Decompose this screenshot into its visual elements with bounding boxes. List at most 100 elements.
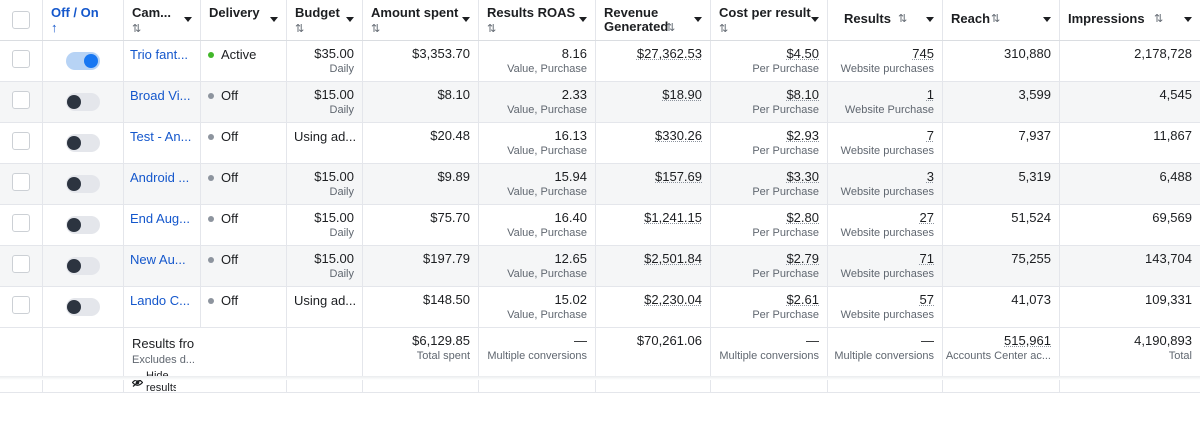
table-row[interactable]: Trio fant... Active $35.00 Daily $3,353.70 8.… xyxy=(0,41,1200,82)
row-select-cell[interactable] xyxy=(0,164,43,204)
cost-per-result-value[interactable]: $3.30 xyxy=(786,169,819,184)
chevron-down-icon[interactable] xyxy=(579,17,587,22)
table-row[interactable]: New Au... Off $15.00 Daily $197.79 12.65 Value… xyxy=(0,246,1200,287)
amount-spent-value: $20.48 xyxy=(430,128,470,143)
table-row[interactable]: Broad Vi... Off $15.00 Daily $8.10 2.33 Value,… xyxy=(0,82,1200,123)
revenue-value[interactable]: $2,230.04 xyxy=(644,292,702,307)
sort-asc-icon[interactable]: ↑ xyxy=(51,20,58,35)
sort-icon[interactable]: ⇅ xyxy=(719,23,729,35)
row-select-cell[interactable] xyxy=(0,41,43,81)
campaign-name-link[interactable]: Android ... xyxy=(130,170,190,185)
chevron-down-icon[interactable] xyxy=(462,17,470,22)
cost-per-result-value[interactable]: $2.80 xyxy=(786,210,819,225)
header-delivery[interactable]: Delivery xyxy=(201,0,287,40)
on-off-toggle[interactable] xyxy=(66,216,100,234)
sort-icon[interactable]: ⇅ xyxy=(991,13,1001,25)
row-checkbox[interactable] xyxy=(12,91,30,109)
row-checkbox[interactable] xyxy=(12,255,30,273)
campaign-name-link[interactable]: Test - An... xyxy=(130,129,192,144)
toggle-cell xyxy=(43,164,124,204)
sort-icon[interactable]: ⇅ xyxy=(666,22,676,34)
roas-cell: 16.40 Value, Purchase xyxy=(479,205,596,245)
sort-icon[interactable]: ⇅ xyxy=(487,23,497,35)
header-cost-per-result[interactable]: Cost per result ⇅ xyxy=(711,0,828,40)
cost-per-result-value[interactable]: $2.79 xyxy=(786,251,819,266)
results-value[interactable]: 7 xyxy=(926,128,934,143)
chevron-down-icon[interactable] xyxy=(1184,17,1192,22)
table-row[interactable]: End Aug... Off $15.00 Daily $75.70 16.40 Value… xyxy=(0,205,1200,246)
cost-per-result-value[interactable]: $2.93 xyxy=(786,128,819,143)
header-campaign[interactable]: Cam... ⇅ xyxy=(124,0,201,40)
on-off-toggle[interactable] xyxy=(66,175,100,193)
sort-icon[interactable]: ⇅ xyxy=(371,23,381,35)
chevron-down-icon[interactable] xyxy=(346,17,354,22)
header-amount-spent[interactable]: Amount spent ⇅ xyxy=(363,0,479,40)
on-off-toggle[interactable] xyxy=(66,134,100,152)
results-value[interactable]: 71 xyxy=(919,251,934,266)
on-off-toggle[interactable] xyxy=(66,257,100,275)
on-off-toggle[interactable] xyxy=(66,298,100,316)
header-results-roas[interactable]: Results ROAS ⇅ xyxy=(479,0,596,40)
results-value[interactable]: 3 xyxy=(926,169,934,184)
summary-spent-value: $6,129.85 xyxy=(412,333,470,348)
row-select-cell[interactable] xyxy=(0,246,43,286)
campaign-name-link[interactable]: Broad Vi... xyxy=(130,88,191,103)
amount-spent-cell: $8.10 xyxy=(363,82,479,122)
sort-icon[interactable]: ⇅ xyxy=(898,13,908,25)
header-results[interactable]: Results ⇅ xyxy=(828,0,943,40)
row-select-cell[interactable] xyxy=(0,82,43,122)
revenue-value[interactable]: $157.69 xyxy=(655,169,702,184)
chevron-down-icon[interactable] xyxy=(694,17,702,22)
cost-per-result-value[interactable]: $4.50 xyxy=(786,46,819,61)
chevron-down-icon[interactable] xyxy=(811,17,819,22)
row-checkbox[interactable] xyxy=(12,50,30,68)
chevron-down-icon[interactable] xyxy=(1043,17,1051,22)
header-budget[interactable]: Budget ⇅ xyxy=(287,0,363,40)
results-value[interactable]: 57 xyxy=(919,292,934,307)
cost-per-result-value[interactable]: $8.10 xyxy=(786,87,819,102)
revenue-value[interactable]: $18.90 xyxy=(662,87,702,102)
campaign-name-link[interactable]: Lando C... xyxy=(130,293,190,308)
chevron-down-icon[interactable] xyxy=(184,17,192,22)
summary-reach-value[interactable]: 515,961 xyxy=(1004,333,1051,348)
select-all-checkbox[interactable] xyxy=(12,11,30,29)
table-row[interactable]: Lando C... Off Using ad... $148.50 15.02 Valu… xyxy=(0,287,1200,328)
row-checkbox[interactable] xyxy=(12,173,30,191)
delivery-cell: Active xyxy=(201,41,287,81)
row-select-cell[interactable] xyxy=(0,123,43,163)
on-off-toggle[interactable] xyxy=(66,52,100,70)
row-select-cell[interactable] xyxy=(0,287,43,327)
hide-results-link[interactable]: Hide results xyxy=(146,370,176,392)
revenue-value[interactable]: $1,241.15 xyxy=(644,210,702,225)
row-select-cell[interactable] xyxy=(0,205,43,245)
row-checkbox[interactable] xyxy=(12,214,30,232)
toggle-cell xyxy=(43,82,124,122)
sort-icon[interactable]: ⇅ xyxy=(295,23,305,35)
header-off-on[interactable]: Off / On ↑ xyxy=(43,0,124,40)
revenue-value[interactable]: $2,501.84 xyxy=(644,251,702,266)
results-value[interactable]: 1 xyxy=(926,87,934,102)
header-revenue-generated[interactable]: Revenue Generated ⇅ xyxy=(596,0,711,40)
chevron-down-icon[interactable] xyxy=(926,17,934,22)
reach-value: 3,599 xyxy=(1018,87,1051,102)
cost-per-result-value[interactable]: $2.61 xyxy=(786,292,819,307)
sort-icon[interactable]: ⇅ xyxy=(1154,13,1164,25)
cost-per-result-sub: Per Purchase xyxy=(752,145,819,157)
campaign-name-link[interactable]: End Aug... xyxy=(130,211,190,226)
row-checkbox[interactable] xyxy=(12,296,30,314)
revenue-value[interactable]: $27,362.53 xyxy=(636,46,702,61)
header-select-all[interactable] xyxy=(0,0,43,40)
row-checkbox[interactable] xyxy=(12,132,30,150)
campaign-name-link[interactable]: Trio fant... xyxy=(130,47,189,62)
table-row[interactable]: Android ... Off $15.00 Daily $9.89 15.94 Value… xyxy=(0,164,1200,205)
table-row[interactable]: Test - An... Off Using ad... $20.48 16.13 Val… xyxy=(0,123,1200,164)
chevron-down-icon[interactable] xyxy=(270,17,278,22)
results-value[interactable]: 745 xyxy=(912,46,934,61)
results-value[interactable]: 27 xyxy=(919,210,934,225)
sort-icon[interactable]: ⇅ xyxy=(132,23,142,35)
on-off-toggle[interactable] xyxy=(66,93,100,111)
header-impressions[interactable]: Impressions ⇅ xyxy=(1060,0,1200,40)
revenue-value[interactable]: $330.26 xyxy=(655,128,702,143)
campaign-name-link[interactable]: New Au... xyxy=(130,252,186,267)
header-reach[interactable]: Reach ⇅ xyxy=(943,0,1060,40)
